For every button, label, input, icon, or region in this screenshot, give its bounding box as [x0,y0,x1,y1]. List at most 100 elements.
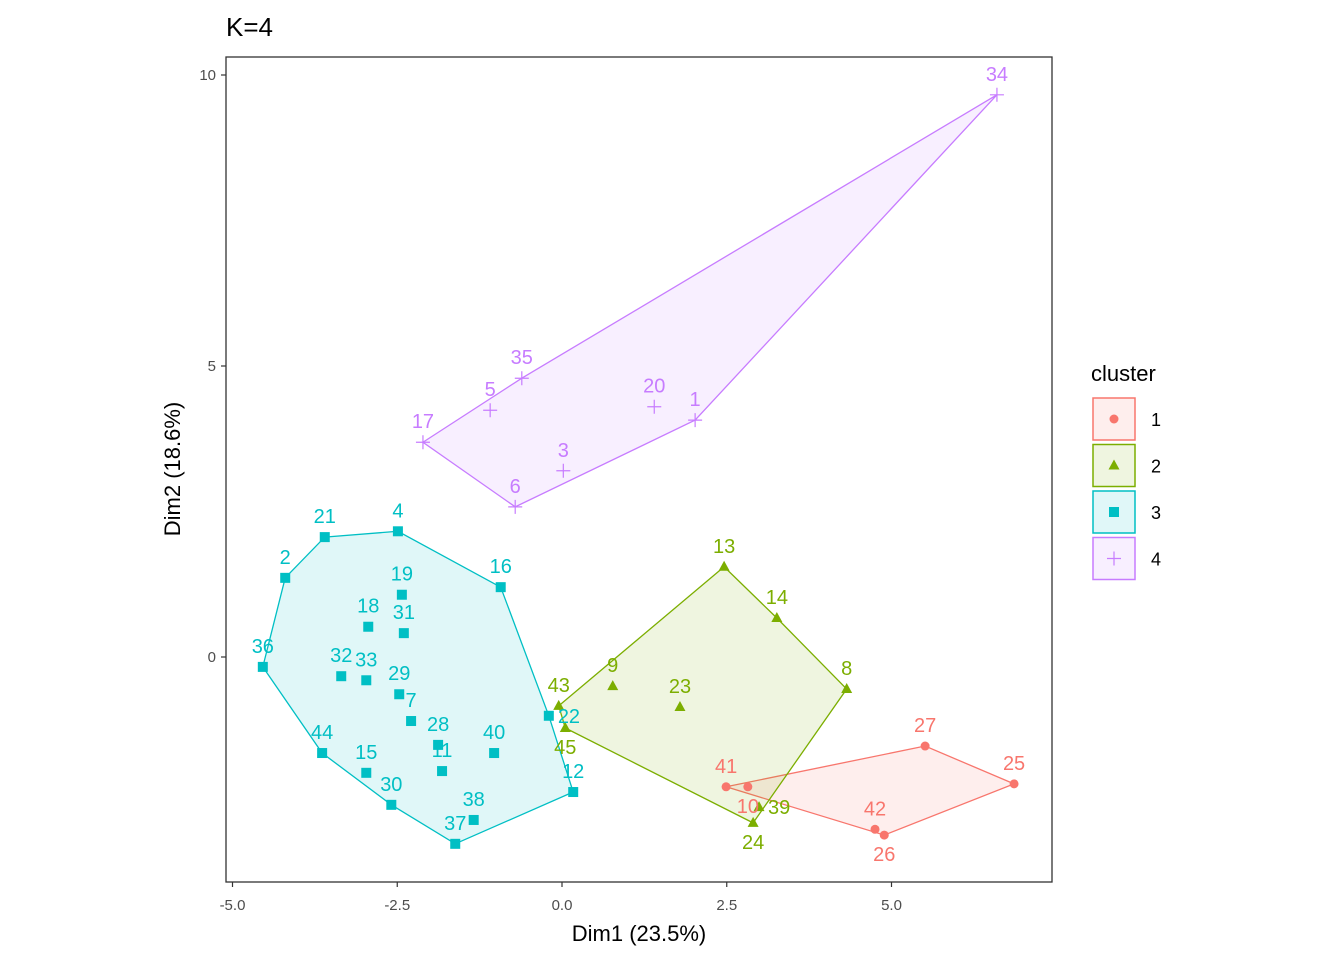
point-label-40: 40 [483,722,505,744]
point-label-21: 21 [314,506,336,528]
point-label-34: 34 [986,64,1008,86]
point-30 [386,799,397,810]
point-label-18: 18 [357,596,379,618]
point-label-42: 42 [864,798,886,820]
point-1 [688,413,703,428]
point-label-14: 14 [766,587,788,609]
point-label-29: 29 [388,663,410,685]
point-25 [1009,779,1019,789]
point-44 [317,748,328,759]
point-label-1: 1 [690,389,701,411]
point-34 [989,87,1004,102]
point-12 [568,787,579,798]
cluster-4-hull [421,94,998,508]
x-tick-label: 0.0 [552,897,573,914]
point-label-2: 2 [280,547,291,569]
point-label-3: 3 [558,440,569,462]
point-label-13: 13 [713,536,735,558]
point-label-41: 41 [715,756,737,778]
point-label-5: 5 [485,379,496,401]
point-10 [743,782,753,792]
chart-title: K=4 [226,12,273,42]
point-label-33: 33 [355,649,377,671]
point-label-24: 24 [742,832,764,854]
x-tick-label: -5.0 [220,897,246,914]
point-7 [406,716,417,727]
point-label-36: 36 [252,636,274,658]
y-axis: 0 5 10 [199,67,226,666]
point-27 [920,741,930,751]
point-8 [841,683,853,694]
cluster-3-hull [262,530,575,845]
y-tick-label: 10 [199,67,216,84]
point-label-25: 25 [1003,753,1025,775]
legend-title: cluster [1091,361,1156,386]
point-label-35: 35 [511,347,533,369]
point-35 [514,371,529,386]
x-tick-label: 2.5 [716,897,737,914]
point-24 [747,816,759,827]
point-40 [489,748,500,759]
point-42 [870,824,880,834]
point-label-19: 19 [391,564,413,586]
point-38 [468,814,479,825]
point-label-8: 8 [841,658,852,680]
point-label-6: 6 [510,476,521,498]
legend-label-2: 2 [1151,457,1161,477]
point-33 [361,675,372,686]
point-11 [437,766,448,777]
point-label-20: 20 [643,376,665,398]
point-label-30: 30 [380,774,402,796]
legend-label-3: 3 [1151,503,1161,523]
point-18 [363,621,374,632]
point-17 [415,435,430,450]
point-3 [556,463,571,478]
point-4 [392,526,403,537]
y-tick-label: 5 [208,358,216,375]
point-label-27: 27 [914,715,936,737]
point-label-4: 4 [392,500,403,522]
point-label-15: 15 [355,742,377,764]
point-13 [718,560,730,571]
point-label-45: 45 [554,737,576,759]
point-9 [607,680,619,691]
point-label-23: 23 [669,676,691,698]
legend-symbol-2 [1108,459,1120,470]
legend-label-1: 1 [1151,410,1161,430]
plot-panel-border [225,56,1053,883]
point-16 [495,582,506,593]
point-31 [398,628,409,639]
legend-symbol-1 [1109,414,1119,424]
point-label-11: 11 [432,740,453,762]
point-37 [450,838,461,849]
point-28 [433,739,444,750]
x-axis-label: Dim1 (23.5%) [572,921,706,946]
point-39 [753,801,765,812]
point-29 [394,689,405,700]
point-19 [396,589,407,600]
data-points [257,87,1019,849]
x-tick-label: 5.0 [881,897,902,914]
cluster-hulls [262,94,1016,845]
point-label-44: 44 [311,722,333,744]
point-32 [336,671,347,682]
point-label-12: 12 [562,761,584,783]
x-axis: -5.0 -2.5 0.0 2.5 5.0 [220,882,902,914]
point-label-31: 31 [393,602,415,624]
point-26 [879,830,889,840]
point-41 [721,782,731,792]
point-label-10: 10 [737,796,759,818]
point-14 [771,612,783,623]
point-label-38: 38 [463,789,485,811]
legend-symbol-4 [1107,551,1121,566]
legend-symbol-3 [1109,507,1119,517]
point-36 [257,661,268,672]
point-label-22: 22 [558,706,580,728]
point-label-9: 9 [607,655,618,677]
point-15 [361,767,372,778]
point-label-16: 16 [490,556,512,578]
point-45 [559,722,571,733]
x-tick-label: -2.5 [384,897,410,914]
